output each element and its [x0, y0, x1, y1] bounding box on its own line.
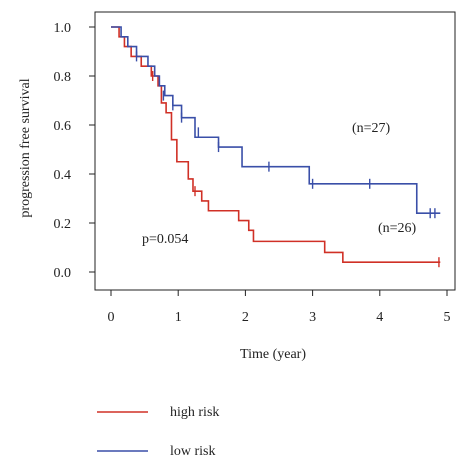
y-tick-label: 0.2: [54, 217, 72, 232]
x-axis-label: Time (year): [240, 347, 306, 362]
series-layer: [111, 26, 441, 268]
legend: high risk low risk: [97, 405, 219, 459]
legend-label-high-risk: high risk: [170, 405, 219, 420]
y-axis-label: progression free survival: [18, 78, 33, 217]
n-high-annotation: (n=26): [378, 221, 417, 236]
x-tick-label: 2: [242, 310, 249, 325]
x-tick-label: 3: [309, 310, 316, 325]
y-tick-label: 0.6: [54, 119, 72, 134]
y-tick-label: 1.0: [54, 21, 72, 36]
x-tick-label: 5: [444, 310, 451, 325]
series-line-low-risk: [111, 26, 441, 214]
y-axis: 0.0 0.2 0.4 0.6 0.8 1.0: [54, 21, 95, 281]
pvalue-annotation: p=0.054: [142, 232, 188, 247]
plot-frame: [94, 11, 456, 291]
legend-label-low-risk: low risk: [170, 444, 216, 459]
n-low-annotation: (n=27): [352, 121, 391, 136]
x-tick-label: 0: [108, 310, 115, 325]
x-tick-label: 4: [376, 310, 383, 325]
x-axis: 0 1 2 3 4 5: [108, 290, 451, 325]
y-tick-label: 0.8: [54, 70, 72, 85]
y-tick-label: 0.4: [54, 168, 72, 183]
y-tick-label: 0.0: [54, 266, 72, 281]
x-tick-label: 1: [175, 310, 182, 325]
